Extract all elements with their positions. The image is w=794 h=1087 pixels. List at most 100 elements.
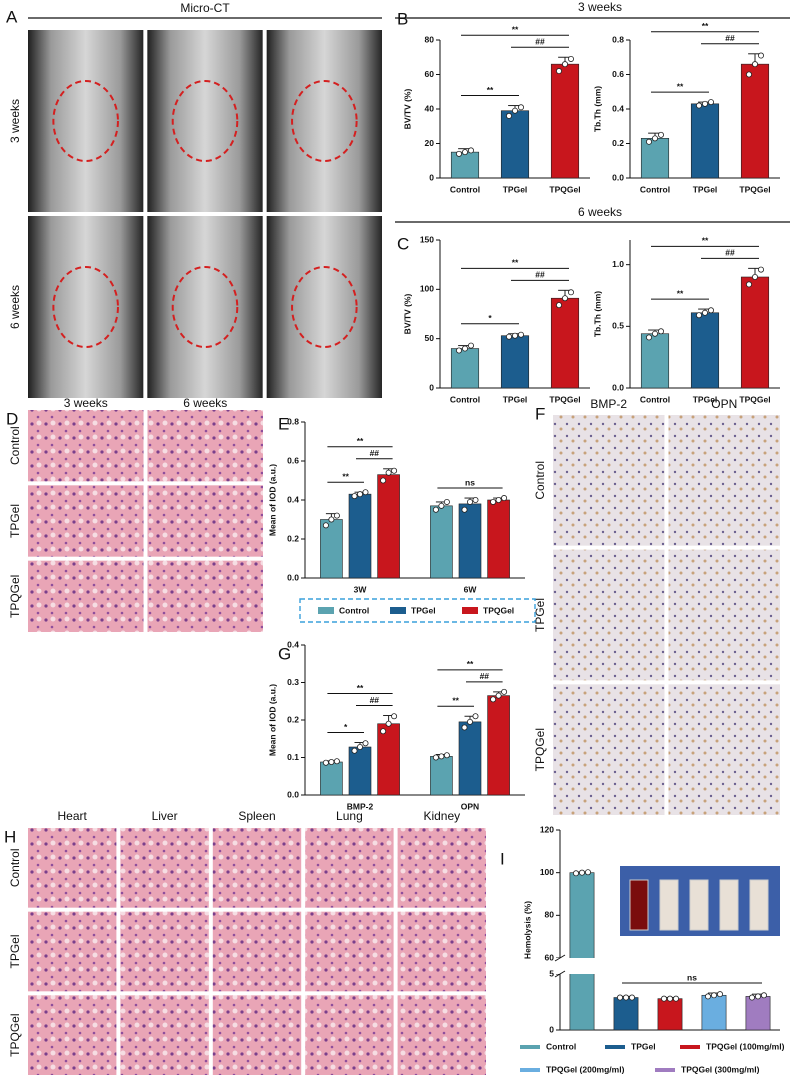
data-point (380, 728, 387, 735)
bar (613, 997, 639, 1031)
y-tick-label: 0 (429, 382, 434, 392)
significance-label: ## (370, 695, 380, 705)
significance-label: ** (357, 436, 364, 446)
significance-label: ** (487, 85, 494, 95)
panel-title: 3 weeks (578, 0, 622, 14)
data-point (466, 498, 473, 505)
image (212, 911, 302, 992)
data-point (505, 112, 512, 119)
data-point (512, 107, 519, 114)
y-tick-label: 120 (540, 824, 554, 834)
x-tick-label: 6W (464, 584, 478, 594)
y-tick-label: 0.1 (287, 752, 299, 762)
y-tick-label: 80 (425, 34, 435, 44)
data-point (629, 994, 636, 1001)
legend-swatch (520, 1068, 540, 1072)
bar (458, 503, 482, 579)
data-point (495, 496, 502, 503)
data-point (467, 147, 474, 154)
significance-label: ** (702, 21, 709, 31)
data-point (472, 496, 479, 503)
data-point (466, 718, 473, 725)
row-label: TPQGel (8, 1013, 22, 1056)
legend-label: TPQGel (300mg/ml) (681, 1064, 760, 1074)
data-point (708, 99, 715, 106)
y-tick-label: 0.4 (612, 103, 624, 113)
y-axis-label: BV/TV (%) (402, 294, 412, 335)
x-tick-label: Control (450, 184, 480, 194)
bar (487, 499, 510, 579)
image (266, 216, 382, 398)
data-point (333, 512, 340, 519)
legend-swatch (655, 1068, 675, 1072)
data-point (322, 759, 329, 766)
x-tick-label: OPN (461, 801, 479, 811)
column-label: BMP-2 (590, 397, 627, 411)
y-tick-label: 0.0 (287, 572, 299, 582)
significance-label: ** (452, 696, 459, 706)
significance-label: ** (512, 258, 519, 268)
data-point (467, 342, 474, 349)
data-point (333, 758, 340, 765)
bar (377, 474, 400, 579)
data-point (356, 491, 363, 498)
image (305, 911, 394, 992)
image (212, 995, 302, 1075)
data-point (362, 740, 369, 747)
legend-swatch (680, 1045, 700, 1049)
x-tick-label: TPQGel (739, 394, 770, 404)
image (397, 828, 486, 908)
image (553, 415, 665, 546)
y-axis-label: Mean of IOD (a.u.) (267, 464, 277, 536)
y-tick-label: 60 (545, 952, 555, 962)
image (668, 549, 780, 681)
legend-swatch (520, 1045, 540, 1049)
panel-letter: H (4, 827, 16, 846)
data-point (461, 149, 468, 156)
data-point (646, 334, 653, 341)
bar (690, 312, 720, 389)
image (120, 995, 209, 1075)
legend-swatch (462, 607, 478, 614)
panel-letter: F (535, 404, 545, 423)
panel-letter: C (397, 234, 409, 253)
data-point (752, 61, 759, 68)
bar (740, 63, 770, 179)
data-point (322, 522, 329, 529)
significance-label: ** (677, 288, 684, 298)
column-label: OPN (711, 397, 737, 411)
data-point (579, 869, 586, 876)
bar (348, 493, 372, 579)
tube (629, 879, 649, 931)
significance-label: * (344, 722, 348, 732)
data-point (658, 131, 665, 138)
y-tick-label: 0.0 (612, 172, 624, 182)
x-tick-label: TPQGel (549, 394, 580, 404)
significance-label: ** (467, 659, 474, 669)
bar (430, 505, 453, 579)
data-point (438, 753, 445, 760)
data-point (761, 992, 768, 999)
panel-letter: E (278, 414, 289, 433)
significance-label: ## (725, 248, 735, 258)
data-point (380, 477, 387, 484)
data-point (501, 688, 508, 695)
image (28, 410, 144, 482)
x-tick-label: BMP-2 (347, 801, 374, 811)
y-tick-label: 1.0 (612, 259, 624, 269)
data-point (455, 347, 462, 354)
panel-title: 6 weeks (578, 205, 622, 219)
image (305, 828, 394, 908)
data-point (385, 720, 392, 727)
y-tick-label: 0 (429, 172, 434, 182)
y-tick-label: 0.8 (287, 416, 299, 426)
data-point (705, 993, 712, 1000)
data-point (646, 138, 653, 145)
defect-outline (171, 79, 239, 163)
row-label: Control (8, 426, 22, 465)
data-point (328, 516, 335, 523)
y-axis-label: Tb.Th (mm) (592, 86, 602, 132)
significance-label: * (488, 313, 492, 323)
data-point (512, 332, 519, 339)
image (28, 995, 117, 1075)
